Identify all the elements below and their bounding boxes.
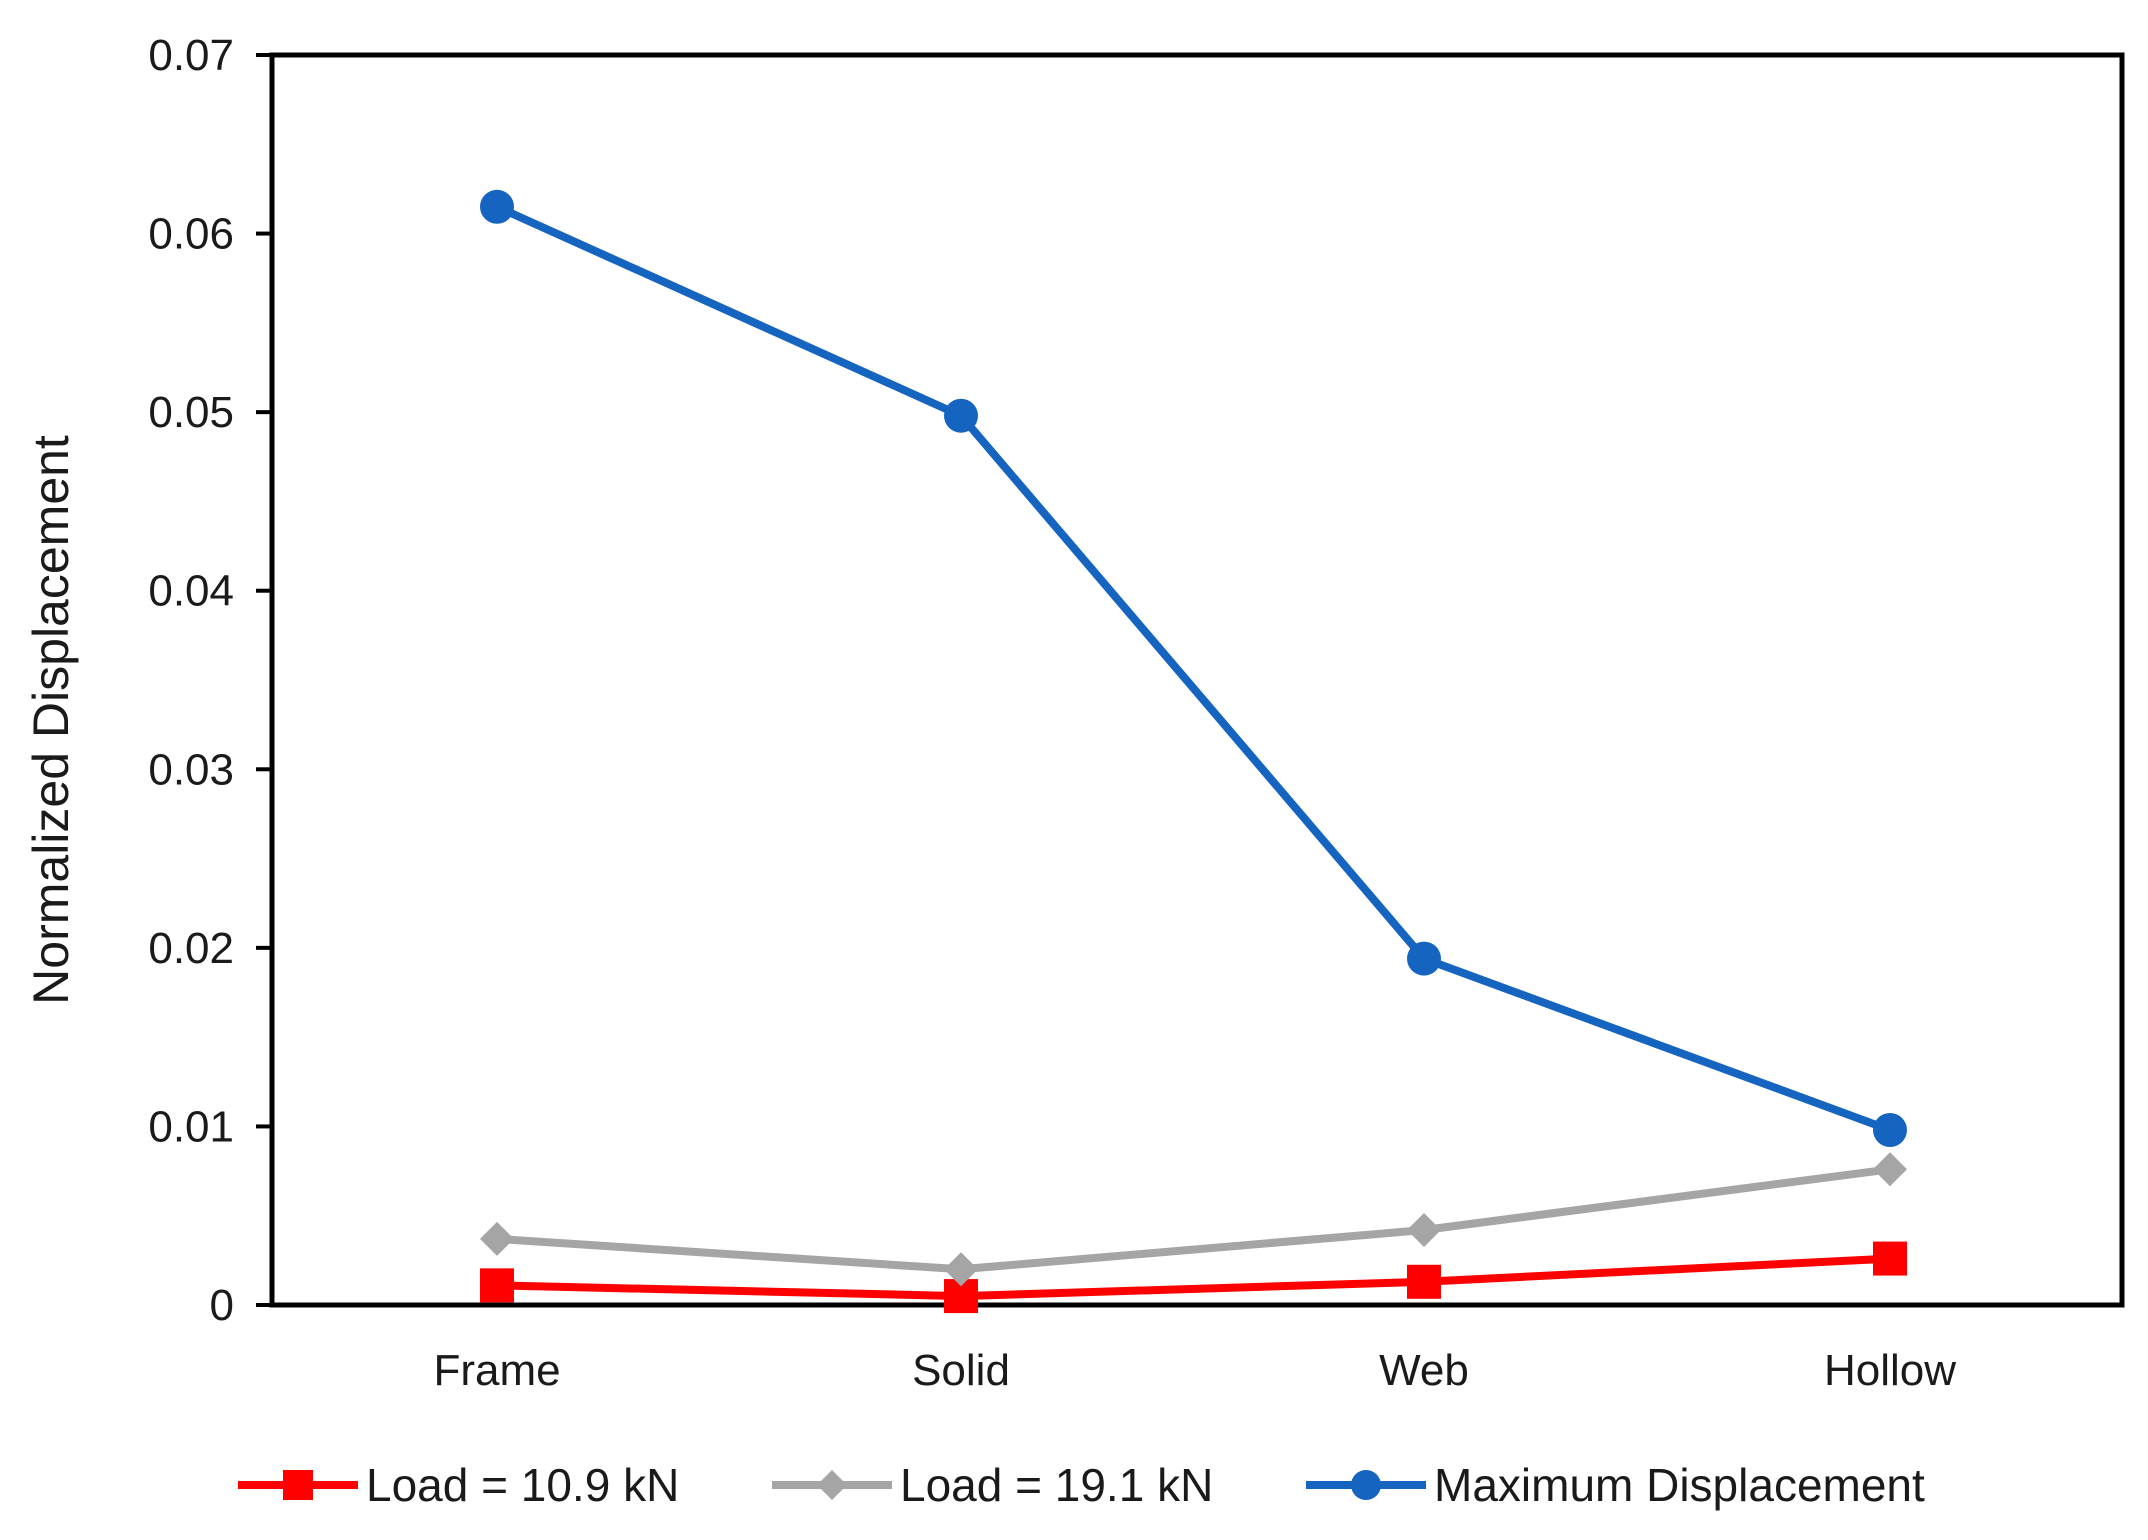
data-point bbox=[1873, 1152, 1907, 1187]
y-tick-label: 0.05 bbox=[148, 388, 234, 437]
series-1 bbox=[480, 1241, 1907, 1314]
data-point bbox=[1407, 1213, 1441, 1247]
legend-swatch-marker bbox=[1351, 1470, 1381, 1500]
y-tick-label: 0.01 bbox=[148, 1102, 234, 1151]
y-axis-title: Normalized Displacement bbox=[23, 435, 79, 1005]
y-tick-label: 0.06 bbox=[148, 210, 234, 259]
legend-swatch-marker bbox=[817, 1470, 847, 1500]
series-2 bbox=[480, 1152, 1907, 1287]
legend-item: Load = 19.1 kN bbox=[772, 1459, 1213, 1511]
y-tick-label: 0 bbox=[210, 1281, 234, 1330]
series-layer bbox=[480, 189, 1907, 1314]
series-line bbox=[493, 1254, 1894, 1301]
x-axis: Frame Solid Web Hollow bbox=[433, 1346, 1956, 1395]
data-point bbox=[1873, 1113, 1907, 1147]
data-point bbox=[480, 1268, 514, 1303]
legend-label: Maximum Displacement bbox=[1434, 1459, 1925, 1511]
series-line bbox=[493, 202, 1894, 1134]
x-tick-label: Hollow bbox=[1824, 1346, 1956, 1395]
data-point bbox=[1407, 941, 1441, 976]
legend: Load = 10.9 kN Load = 19.1 kN Maximum Disp… bbox=[238, 1459, 1925, 1511]
plot-area-border bbox=[269, 52, 2125, 1308]
legend-label: Load = 19.1 kN bbox=[900, 1459, 1213, 1511]
legend-item: Load = 10.9 kN bbox=[238, 1459, 679, 1511]
legend-swatch-marker bbox=[283, 1470, 313, 1500]
y-tick-label: 0.07 bbox=[148, 31, 234, 80]
x-tick-label: Web bbox=[1379, 1346, 1469, 1395]
y-axis: 0 0.01 0.02 0.03 0.04 0.05 0.06 0.07 bbox=[148, 31, 272, 1330]
data-point bbox=[944, 1252, 978, 1287]
x-tick-label: Solid bbox=[912, 1346, 1010, 1395]
data-point bbox=[480, 1221, 514, 1256]
legend-item: Maximum Displacement bbox=[1306, 1459, 1925, 1511]
legend-label: Load = 10.9 kN bbox=[366, 1459, 679, 1511]
y-tick-label: 0.02 bbox=[148, 924, 234, 973]
data-point bbox=[1407, 1264, 1441, 1299]
series-3 bbox=[480, 189, 1907, 1147]
y-tick-label: 0.04 bbox=[148, 567, 234, 616]
data-point bbox=[480, 189, 514, 224]
plot-frame bbox=[269, 52, 2125, 1308]
y-tick-label: 0.03 bbox=[148, 745, 234, 794]
data-point bbox=[1873, 1241, 1907, 1276]
x-tick-label: Frame bbox=[433, 1346, 560, 1395]
series-line bbox=[493, 1165, 1894, 1274]
data-point bbox=[944, 398, 978, 433]
